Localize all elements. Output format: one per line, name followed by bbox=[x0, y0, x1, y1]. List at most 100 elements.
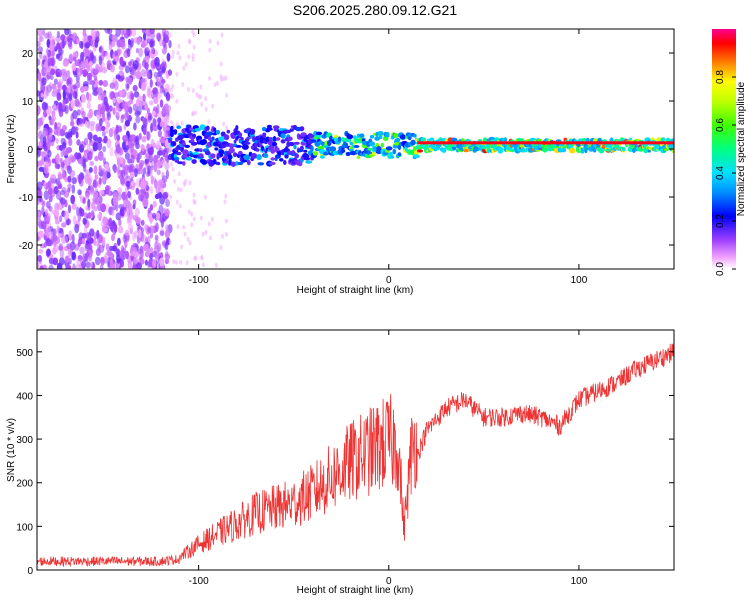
spectrogram-noise-cell bbox=[71, 64, 77, 71]
spectrogram-noise-cell bbox=[129, 171, 135, 179]
spectrogram-noise-cell bbox=[135, 136, 139, 143]
spectrogram-noise-cell bbox=[58, 243, 63, 251]
spectrogram-noise-cell bbox=[76, 258, 82, 267]
spectrogram-noise-cell bbox=[154, 234, 159, 241]
spectrogram-noise-cell bbox=[135, 187, 140, 195]
spectrogram-noise-cell bbox=[51, 158, 57, 164]
spectrogram-noise-cell bbox=[159, 85, 165, 94]
spectrogram-noise-cell bbox=[142, 93, 146, 102]
spectrogram-noise-cell bbox=[208, 47, 212, 53]
spectrogram-noise-cell bbox=[72, 215, 77, 225]
spectrogram-noise-cell bbox=[41, 113, 45, 123]
spectrogram-noise-cell bbox=[115, 107, 120, 117]
spectrogram-noise-cell bbox=[156, 151, 161, 159]
spectrogram-signal-cell bbox=[190, 138, 195, 143]
spectrogram-noise-cell bbox=[101, 176, 106, 183]
spectrogram-noise-cell bbox=[120, 259, 125, 268]
spectrogram-noise-cell bbox=[54, 121, 58, 130]
spectrogram-noise-cell bbox=[141, 40, 146, 48]
spectrogram-noise-cell bbox=[127, 203, 133, 213]
spectrogram-noise-cell bbox=[154, 193, 160, 200]
spectrogram-signal-cell bbox=[349, 141, 354, 146]
spectrogram-noise-cell bbox=[159, 230, 165, 237]
spectrogram-signal-cell bbox=[327, 140, 332, 146]
spectrogram-noise-cell bbox=[102, 80, 109, 87]
spectrogram-noise-cell bbox=[37, 218, 42, 228]
spectrogram-signal-cell bbox=[341, 137, 345, 142]
spectrogram-noise-cell bbox=[72, 91, 78, 99]
spectrogram-signal-cell bbox=[369, 134, 375, 139]
spectrogram-noise-cell bbox=[159, 257, 165, 267]
spectrogram-noise-cell bbox=[50, 117, 55, 124]
spectrogram-noise-cell bbox=[164, 30, 170, 37]
spectrogram-noise-cell bbox=[187, 86, 190, 92]
spectrogram-noise-cell bbox=[82, 69, 89, 77]
spectrogram-signal-cell bbox=[385, 134, 390, 138]
spectrogram-noise-cell bbox=[43, 164, 49, 175]
spectrogram-noise-cell bbox=[172, 259, 176, 265]
colorbar-tick-label: 0.0 bbox=[715, 262, 726, 276]
spectrogram-noise-cell bbox=[43, 109, 47, 117]
spectrogram-signal-cell bbox=[232, 152, 238, 158]
spectrogram-noise-cell bbox=[142, 32, 147, 41]
spectrogram-noise-cell bbox=[113, 92, 120, 98]
spectrogram-noise-cell bbox=[124, 152, 131, 160]
spectrogram-noise-cell bbox=[37, 41, 41, 47]
spectrogram-noise-cell bbox=[149, 40, 155, 48]
spectrogram-noise-cell bbox=[144, 62, 149, 70]
spectrogram-noise-cell bbox=[131, 68, 137, 76]
spectrogram-noise-cell bbox=[142, 135, 147, 143]
spectrogram-signal-cell bbox=[280, 139, 286, 144]
spectrogram-noise-cell bbox=[56, 42, 61, 50]
spectrogram-noise-cell bbox=[37, 198, 40, 205]
spectrogram-noise-cell bbox=[104, 29, 111, 34]
spectrogram-signal-cell bbox=[521, 149, 528, 153]
spectrogram-signal-cell bbox=[376, 146, 382, 152]
spectrogram-x-axis-label: Height of straight line (km) bbox=[297, 285, 414, 296]
spectrogram-noise-cell bbox=[169, 92, 173, 98]
spectrogram-signal-cell bbox=[291, 150, 296, 155]
spectrogram-noise-cell bbox=[42, 29, 45, 36]
spectrogram-noise-cell bbox=[123, 112, 130, 121]
spectrogram-noise-cell bbox=[84, 225, 88, 234]
spectrogram-noise-cell bbox=[175, 71, 179, 77]
spectrogram-noise-cell bbox=[66, 243, 72, 250]
spectrogram-signal-cell bbox=[199, 148, 203, 153]
spectrogram-noise-cell bbox=[120, 169, 126, 178]
spectrogram-noise-cell bbox=[47, 149, 52, 158]
spectrogram-noise-cell bbox=[183, 231, 187, 237]
spectrogram-noise-cell bbox=[87, 35, 93, 41]
spectrogram-noise-cell bbox=[117, 237, 121, 246]
spectrogram-signal-cell bbox=[168, 139, 173, 143]
spectrogram-signal-cell bbox=[299, 126, 305, 132]
spectrogram-noise-cell bbox=[179, 187, 183, 193]
spectrogram-noise-cell bbox=[152, 142, 156, 149]
spectrogram-noise-cell bbox=[157, 117, 162, 124]
spectrogram-noise-cell bbox=[188, 240, 192, 246]
spectrogram-signal-cell bbox=[293, 141, 300, 145]
spectrogram-noise-cell bbox=[164, 208, 170, 217]
spectrogram-noise-cell bbox=[160, 78, 166, 84]
spectrogram-noise-cell bbox=[130, 134, 136, 142]
spectrogram-noise-cell bbox=[134, 208, 140, 217]
spectrogram-noise-cell bbox=[118, 126, 122, 133]
spectrogram-noise-cell bbox=[133, 91, 140, 98]
spectrogram-noise-cell bbox=[56, 126, 62, 137]
spectrogram-noise-cell bbox=[115, 29, 121, 37]
spectrogram-noise-cell bbox=[38, 190, 43, 198]
spectrogram-noise-cell bbox=[58, 78, 64, 85]
spectrogram-noise-cell bbox=[154, 56, 160, 67]
spectrogram-noise-cell bbox=[38, 50, 43, 60]
spectrogram-noise-cell bbox=[135, 70, 142, 80]
spectrogram-noise-cell bbox=[60, 197, 66, 205]
spectrogram-signal-cell bbox=[235, 144, 243, 148]
spectrogram-noise-cell bbox=[97, 214, 102, 220]
spectrogram-noise-cell bbox=[83, 85, 89, 92]
spectrogram-noise-cell bbox=[93, 68, 99, 74]
spectrogram-noise-cell bbox=[142, 167, 147, 175]
spectrogram-noise-cell bbox=[108, 105, 113, 112]
spectrogram-noise-cell bbox=[50, 174, 56, 182]
spectrogram-signal-cell bbox=[240, 137, 244, 141]
spectrogram-signal-cell bbox=[404, 147, 408, 152]
spectrogram-noise-cell bbox=[52, 246, 57, 255]
